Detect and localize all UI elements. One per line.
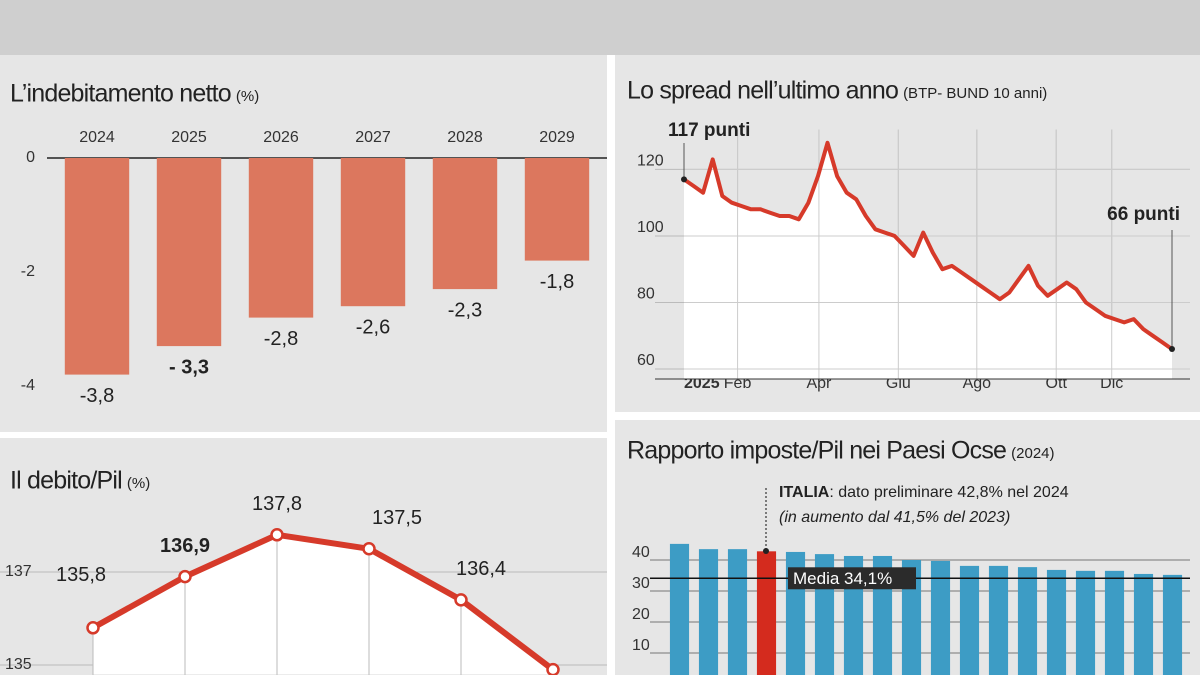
y-tick-label: 60 <box>637 352 655 369</box>
y-tick-label: 10 <box>632 637 650 654</box>
bar <box>930 560 951 675</box>
mean-label-box <box>788 567 916 590</box>
point <box>681 176 687 183</box>
point <box>270 528 284 542</box>
annotation-note: (in aumento dal 41,5% del 2023) <box>779 509 1010 526</box>
y-tick-label: 30 <box>632 575 650 592</box>
y-tick-label: 40 <box>632 544 650 561</box>
line <box>90 531 556 673</box>
bar <box>340 158 406 307</box>
bar <box>1017 567 1038 675</box>
bar <box>1104 570 1125 675</box>
y-tick-label: -2 <box>21 263 35 280</box>
value-label: -1,8 <box>540 271 574 293</box>
line <box>682 140 1174 352</box>
chart-subtitle: (%) <box>127 475 150 492</box>
value-label: 136,4 <box>456 558 506 580</box>
value-label: -2,8 <box>264 328 298 350</box>
bar <box>988 565 1009 675</box>
area <box>684 142 1172 379</box>
value-label: - 3,3 <box>169 356 209 378</box>
chart-subtitle: (%) <box>236 88 259 105</box>
chart-title: Rapporto imposte/Pil nei Paesi Ocse <box>627 437 1006 465</box>
bar <box>432 158 498 290</box>
x-tick-label: 2024 <box>79 129 115 146</box>
x-tick-label: 2027 <box>355 129 391 146</box>
x-tick-label: 2025 <box>171 129 207 146</box>
value-label: 135,8 <box>56 564 106 586</box>
area <box>93 534 553 675</box>
chart-title: Il debito/Pil <box>10 467 122 495</box>
bar <box>248 158 314 318</box>
chart-title: Lo spread nell’ultimo anno <box>627 77 898 105</box>
point <box>546 662 560 675</box>
value-label: -2,6 <box>356 316 390 338</box>
chart-subtitle: (BTP- BUND 10 anni) <box>903 85 1047 102</box>
x-tick-label: 2026 <box>263 129 299 146</box>
bar <box>698 549 719 675</box>
chart-title: L’indebitamento netto <box>10 80 231 108</box>
point <box>362 542 376 556</box>
bar <box>727 549 748 675</box>
value-label: 137,8 <box>252 493 302 515</box>
annotation-text: : dato preliminare 42,8% nel 2024 <box>829 484 1068 501</box>
bar <box>1133 573 1154 675</box>
annotation: 117 punti <box>668 120 750 141</box>
mean-label: Media 34,1% <box>793 569 892 588</box>
annotation-label: ITALIA <box>779 484 830 501</box>
y-tick-label: -4 <box>21 377 35 394</box>
y-tick-label: 100 <box>637 219 664 236</box>
y-tick-label: 80 <box>637 286 655 303</box>
point <box>454 593 468 607</box>
y-tick-label: 20 <box>632 606 650 623</box>
bar <box>959 565 980 675</box>
bar <box>64 158 130 375</box>
bar <box>1046 569 1067 675</box>
x-tick-label: 2029 <box>539 129 575 146</box>
value-label: -2,3 <box>448 299 482 321</box>
pointer-dot <box>763 548 769 554</box>
y-tick-label: 120 <box>637 153 664 170</box>
bar <box>669 543 690 675</box>
bar <box>1162 574 1183 675</box>
value-label: 137,5 <box>372 507 422 529</box>
bar <box>1075 570 1096 675</box>
y-tick-label: 0 <box>26 149 35 166</box>
annotation: 66 punti <box>1107 204 1180 225</box>
bar <box>524 158 590 261</box>
x-tick-label: 2028 <box>447 129 483 146</box>
bar <box>756 551 777 675</box>
point <box>178 569 192 584</box>
y-tick-label: 135 <box>5 656 32 673</box>
top-band <box>0 0 1200 55</box>
chart-subtitle: (2024) <box>1011 445 1054 462</box>
point <box>86 621 100 635</box>
point <box>1169 346 1175 353</box>
value-label: -3,8 <box>80 385 114 407</box>
bar <box>156 158 222 347</box>
y-tick-label: 137 <box>5 563 32 580</box>
value-label: 136,9 <box>160 535 210 557</box>
